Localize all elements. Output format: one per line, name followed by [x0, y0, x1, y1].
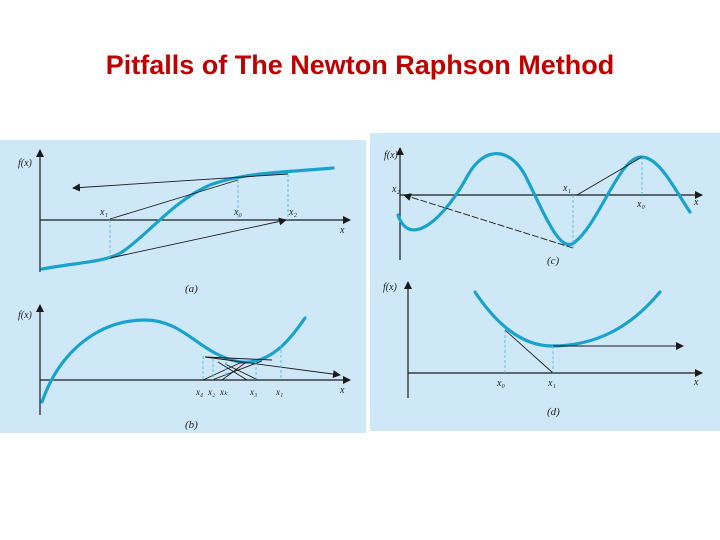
panel-d-curve — [473, 290, 662, 348]
panel-b-tangent-3 — [211, 360, 263, 381]
panel-a: f(x) x x₁ x₀ x₂ (a) — [18, 149, 351, 295]
panel-a-caption: (a) — [185, 283, 198, 295]
panel-c-label-x0: x₀ — [636, 199, 645, 210]
panel-b-label-x2: x₂ — [207, 387, 215, 397]
panel-c-ylabel: f(x) — [384, 150, 399, 161]
panel-b-tangent-6 — [224, 363, 259, 381]
panel-d-label-x1: x₁ — [547, 378, 556, 389]
panel-a-tangent-1 — [72, 173, 289, 192]
panel-b-xlabel: x — [339, 385, 345, 396]
panel-b-caption: (b) — [185, 419, 198, 431]
panel-b-label-x3: x₃ — [249, 387, 257, 397]
panel-b-tangent-7 — [202, 361, 243, 381]
panel-a-curve — [40, 166, 335, 271]
panel-c-label-x2: x₂ — [391, 184, 400, 195]
panel-b-tangent-5 — [217, 361, 248, 381]
panel-d-label-x0: x₀ — [496, 378, 505, 389]
panel-a-tangent-2 — [109, 179, 239, 220]
panel-d-caption: (d) — [547, 406, 560, 418]
panel-c: f(x) x x₂ x₁ x₀ (c) — [384, 147, 703, 267]
panel-a-xlabel: x — [339, 225, 345, 236]
panel-b-label-x4: x₄ — [195, 387, 203, 397]
panel-a-label-x0: x₀ — [233, 207, 242, 218]
panel-c-label-x1: x₁ — [562, 183, 571, 194]
panel-b-tangent-1 — [204, 356, 341, 379]
panel-b-ylabel: f(x) — [18, 310, 33, 321]
panel-c-tangent-2 — [403, 193, 574, 249]
panel-d-tangent-1 — [504, 329, 554, 374]
panel-b-curve — [40, 316, 307, 404]
panel-b-tangent-2 — [204, 356, 273, 361]
panel-b: f(x) x x₄ x₂ xₖ x₃ x₁ (b) — [18, 304, 351, 431]
panel-c-tangent-1 — [576, 156, 643, 196]
panel-a-ylabel: f(x) — [18, 158, 33, 169]
panel-a-label-x2: x₂ — [288, 207, 297, 218]
panel-b-label-xk: xₖ — [219, 387, 228, 397]
panel-a-label-x1: x₁ — [99, 207, 108, 218]
panel-right-background — [370, 133, 720, 431]
panel-b-label-x1: x₁ — [275, 387, 283, 397]
panel-d-xlabel: x — [693, 377, 699, 388]
panel-d: f(x) x x₀ x₁ (d) — [383, 281, 703, 418]
panel-a-tangent-3 — [109, 217, 287, 259]
panel-d-ylabel: f(x) — [383, 282, 398, 293]
panel-c-caption: (c) — [547, 255, 560, 267]
panel-left-background — [0, 140, 366, 433]
slide-title: Pitfalls of The Newton Raphson Method — [105, 50, 615, 80]
panel-c-curve — [396, 152, 692, 246]
panel-c-xlabel: x — [693, 197, 699, 208]
